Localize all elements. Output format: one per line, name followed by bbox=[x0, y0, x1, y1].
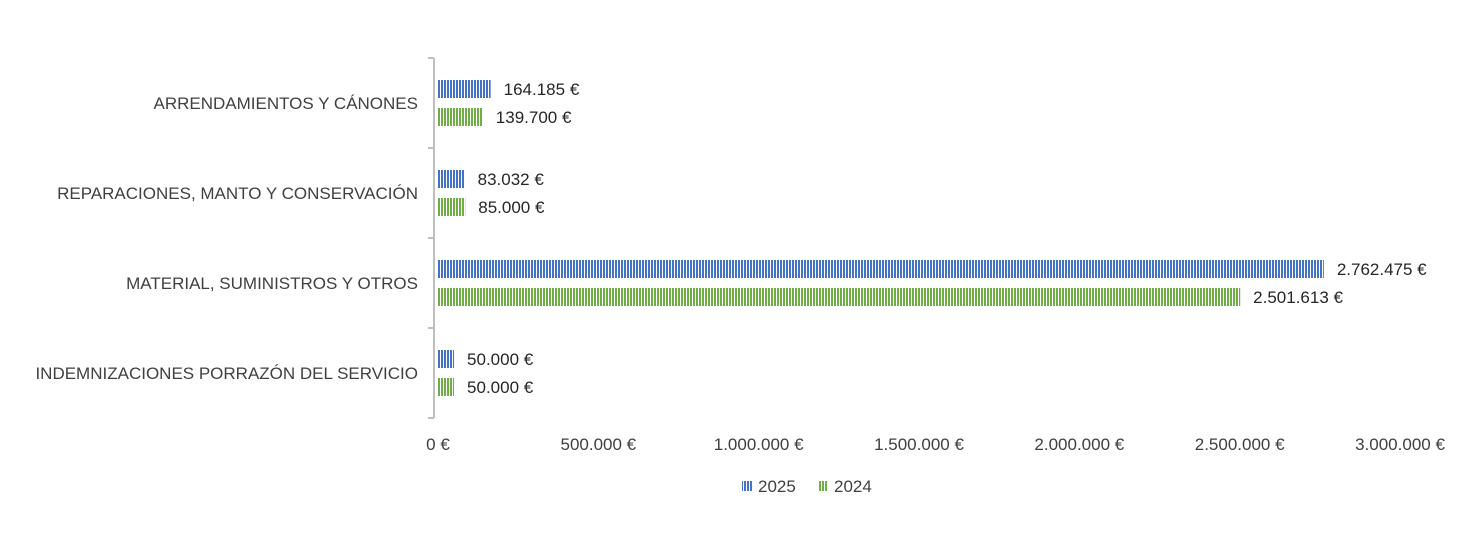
x-tick-label: 0 € bbox=[426, 435, 450, 454]
data-label: 139.700 € bbox=[496, 108, 572, 127]
legend-label-2025: 2025 bbox=[758, 477, 796, 496]
bar-2024-1 bbox=[438, 198, 466, 216]
legend-label-2024: 2024 bbox=[834, 477, 872, 496]
x-tick-label: 500.000 € bbox=[561, 435, 637, 454]
legend-swatch-2024 bbox=[818, 481, 828, 491]
x-tick-label: 1.000.000 € bbox=[714, 435, 804, 454]
bar-2024-2 bbox=[438, 288, 1241, 306]
data-label: 85.000 € bbox=[478, 198, 545, 217]
category-label: INDEMNIZACIONES PORRAZÓN DEL SERVICIO bbox=[35, 364, 418, 383]
data-label: 50.000 € bbox=[467, 350, 534, 369]
data-label: 164.185 € bbox=[504, 80, 580, 99]
category-label: REPARACIONES, MANTO Y CONSERVACIÓN bbox=[57, 184, 418, 203]
data-label: 2.501.613 € bbox=[1253, 288, 1343, 307]
bar-2025-0 bbox=[438, 80, 491, 98]
data-label: 50.000 € bbox=[467, 378, 534, 397]
bar-2025-2 bbox=[438, 260, 1324, 278]
category-label: ARRENDAMIENTOS Y CÁNONES bbox=[153, 94, 418, 113]
data-label: 83.032 € bbox=[478, 170, 545, 189]
category-label: MATERIAL, SUMINISTROS Y OTROS bbox=[126, 274, 418, 293]
data-label: 2.762.475 € bbox=[1337, 260, 1427, 279]
x-tick-label: 3.000.000 € bbox=[1355, 435, 1445, 454]
bar-2024-0 bbox=[438, 108, 483, 126]
x-tick-label: 1.500.000 € bbox=[874, 435, 964, 454]
bar-2024-3 bbox=[438, 378, 455, 396]
bar-2025-3 bbox=[438, 350, 455, 368]
x-tick-label: 2.500.000 € bbox=[1195, 435, 1285, 454]
bar-2025-1 bbox=[438, 170, 465, 188]
legend-swatch-2025 bbox=[742, 481, 752, 491]
x-tick-label: 2.000.000 € bbox=[1034, 435, 1124, 454]
